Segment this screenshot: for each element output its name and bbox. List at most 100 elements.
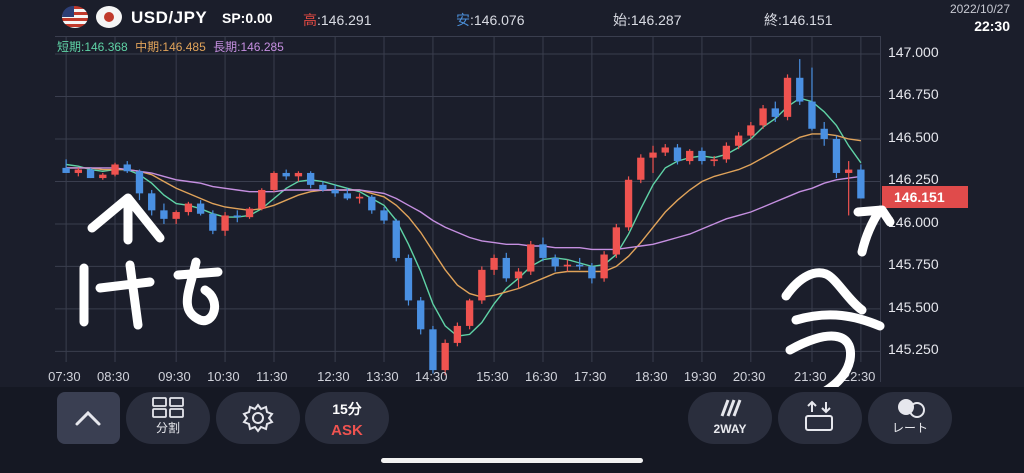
interval-label: 15分 <box>332 401 362 417</box>
top-bar: USD/JPY SP:0.00 高:146.291 安:146.076 始:14… <box>0 0 1024 36</box>
candle-body <box>649 152 657 158</box>
side-label: ASK <box>331 422 363 439</box>
ma-legend: 短期:146.368 中期:146.485 長期:146.285 <box>57 38 288 55</box>
candle-body <box>99 174 107 179</box>
x-tick-label: 11:30 <box>255 369 288 384</box>
x-tick-label: 16:30 <box>524 369 558 384</box>
low-label: 安 <box>456 12 470 28</box>
twoway-button[interactable]: 2WAY <box>688 392 772 444</box>
y-tick-label: 145.750 <box>888 256 939 273</box>
y-tick-label: 147.000 <box>888 43 939 60</box>
open-label: 始 <box>613 12 627 28</box>
candle-body <box>722 145 731 160</box>
high-label: 高 <box>303 12 317 28</box>
candle-body <box>368 196 376 211</box>
candle-body <box>734 135 743 146</box>
swap-button[interactable] <box>778 392 862 444</box>
candle-body <box>673 147 682 162</box>
candle-body <box>453 325 462 343</box>
candle-body <box>747 125 755 136</box>
candle-body <box>355 196 364 199</box>
candle-body <box>111 164 119 175</box>
open-price: 始:146.287 <box>613 10 682 30</box>
date: 2022/10/27 <box>949 2 1010 16</box>
candle-body <box>612 227 621 255</box>
ma-short: 短期:146.368 <box>57 40 128 54</box>
candle-body <box>759 108 767 126</box>
candle-body <box>857 169 865 199</box>
candle-body <box>258 189 266 209</box>
candle-body <box>832 138 841 173</box>
x-tick-label: 17:30 <box>573 369 607 384</box>
time: 22:30 <box>974 18 1010 34</box>
candle-body <box>209 213 217 231</box>
candle-body <box>282 172 290 177</box>
chart-area[interactable] <box>55 36 881 382</box>
y-tick-label: 145.250 <box>888 341 939 358</box>
candle-body <box>160 210 168 219</box>
us-flag-icon <box>62 6 88 28</box>
open-value: :146.287 <box>627 12 682 28</box>
candle-body <box>844 169 853 173</box>
candle-body <box>74 169 83 173</box>
candle-body <box>686 150 694 162</box>
collapse-button[interactable] <box>57 392 120 444</box>
candle-body <box>172 212 180 219</box>
gear-icon <box>242 403 274 433</box>
candle-body <box>135 171 144 194</box>
x-tick-label: 08:30 <box>97 369 130 384</box>
current-price-tag: 146.151 <box>882 186 968 209</box>
x-tick-label: 20:30 <box>732 369 766 384</box>
ma-short-line <box>66 97 862 337</box>
spread: SP:0.00 <box>222 10 273 26</box>
slash-icon <box>720 399 742 417</box>
candle-body <box>710 159 718 162</box>
candle-body <box>808 101 816 129</box>
x-tick-label: 12:30 <box>317 369 350 384</box>
close-label: 終 <box>764 12 778 28</box>
candle-body <box>62 167 70 173</box>
x-tick-label: 22:30 <box>842 369 876 384</box>
candle-body <box>196 203 205 214</box>
ma-mid: 中期:146.485 <box>135 40 206 54</box>
candle-body <box>637 157 645 180</box>
candle-body <box>588 266 596 279</box>
rate-label: レート <box>891 421 928 435</box>
candle-body <box>380 210 388 221</box>
x-tick-label: 14:30 <box>414 369 448 384</box>
twoway-label: 2WAY <box>713 422 747 436</box>
settings-button[interactable] <box>216 392 300 444</box>
candle-body <box>514 271 523 279</box>
jp-flag-icon <box>96 6 122 28</box>
candle-body <box>306 172 315 185</box>
ma-mid-line <box>66 133 861 298</box>
candle-body <box>441 342 449 371</box>
x-tick-label: 19:30 <box>683 369 717 384</box>
ma-long: 長期:146.285 <box>213 40 284 54</box>
x-tick-label: 07:30 <box>48 369 81 384</box>
candle-body <box>661 147 669 153</box>
candlestick-chart[interactable] <box>55 37 880 382</box>
candle-body <box>148 193 156 211</box>
x-tick-label: 15:30 <box>476 369 509 384</box>
home-indicator <box>381 458 643 463</box>
candle-body <box>270 172 278 190</box>
y-tick-label: 145.500 <box>888 298 939 315</box>
candle-body <box>624 179 633 228</box>
candle-body <box>698 150 706 162</box>
currency-pair[interactable]: USD/JPY <box>131 8 208 27</box>
candle-body <box>404 257 413 301</box>
low-value: :146.076 <box>470 12 525 28</box>
candle-body <box>86 169 95 179</box>
candle-body <box>820 128 828 139</box>
interval-button[interactable]: 15分 ASK <box>305 392 389 444</box>
candle-body <box>527 244 535 272</box>
x-tick-label: 21:30 <box>793 369 827 384</box>
ma-long-line <box>66 167 861 251</box>
candle-body <box>343 193 352 199</box>
candle-body <box>429 329 437 371</box>
x-tick-label: 13:30 <box>366 369 399 384</box>
split-button[interactable]: 分割 <box>126 392 210 444</box>
candle-body <box>417 300 425 330</box>
rate-button[interactable]: レート <box>868 392 952 444</box>
